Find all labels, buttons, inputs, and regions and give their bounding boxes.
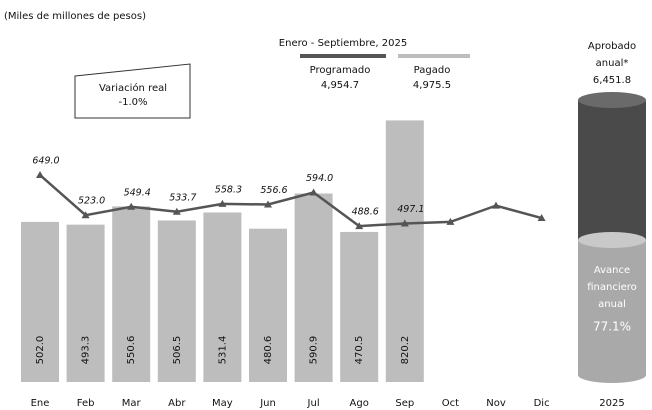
line-value-label: 533.7 (169, 192, 196, 203)
line-value-label: 649.0 (32, 156, 59, 167)
x-tick-label: Ene (31, 398, 50, 409)
line-marker (81, 211, 90, 219)
legend-title: Enero - Septiembre, 2025 (279, 38, 407, 49)
x-tick-label: Jul (307, 398, 320, 409)
line-value-label: 549.4 (124, 187, 151, 198)
cylinder-bottom (578, 367, 646, 383)
year-label: 2025 (599, 398, 624, 409)
line-marker (400, 219, 409, 227)
bar-value-label: 470.5 (354, 336, 365, 365)
bar (112, 206, 151, 382)
x-tick-label: Sep (395, 398, 414, 409)
line-marker (172, 207, 181, 215)
line-marker (355, 222, 364, 230)
approved-label: anual* (596, 58, 629, 69)
line-value-label: 558.3 (215, 184, 242, 195)
line-marker (537, 214, 546, 222)
line-value-label: 488.6 (352, 207, 379, 218)
x-tick-label: Feb (77, 398, 95, 409)
bar (294, 193, 333, 382)
legend-label: Pagado (414, 65, 451, 76)
cylinder (578, 92, 646, 383)
line-value-label: 523.0 (78, 196, 105, 207)
progress-label: Avance (594, 265, 630, 276)
line-marker (218, 199, 227, 207)
line-marker (36, 171, 44, 179)
bar-value-label: 550.6 (126, 336, 137, 365)
bar-value-label: 493.3 (81, 336, 92, 365)
bar-value-label: 590.9 (309, 336, 320, 365)
progress-value: 77.1% (593, 320, 631, 334)
bar-value-label: 502.0 (35, 336, 46, 365)
bar-value-label: 820.2 (400, 336, 411, 365)
bar (157, 220, 196, 382)
bar (385, 120, 424, 383)
annotation-title: Variación real (99, 82, 167, 94)
legend-total: 4,975.5 (413, 80, 451, 91)
x-tick-label: Oct (442, 398, 459, 409)
line-marker (309, 188, 318, 196)
line-value-label: 594.0 (306, 173, 333, 184)
line-marker (446, 217, 455, 225)
progress-label: anual (598, 299, 626, 310)
x-tick-label: Jun (259, 398, 276, 409)
x-tick-label: Abr (168, 398, 186, 409)
x-tick-label: Mar (122, 398, 142, 409)
cylinder-divider (578, 232, 646, 248)
bar-value-label: 480.6 (263, 336, 274, 365)
line-value-label: 556.6 (260, 185, 287, 196)
cylinder-top-part (578, 100, 646, 240)
line-marker (264, 200, 272, 208)
line-marker (492, 201, 500, 209)
bar-value-label: 531.4 (217, 336, 228, 365)
legend-total: 4,954.7 (321, 80, 359, 91)
bar (21, 221, 59, 382)
x-tick-label: Dic (534, 398, 550, 409)
line (39, 174, 542, 228)
line-marker (127, 202, 136, 210)
x-tick-label: Ago (350, 398, 369, 409)
cylinder-lid (578, 92, 646, 108)
annotation-value: -1.0% (118, 97, 147, 108)
x-tick-label: Nov (486, 398, 506, 409)
annotation-box (74, 63, 191, 119)
subtitle: (Miles de millones de pesos) (4, 11, 146, 22)
bar (66, 224, 105, 382)
x-tick-label: May (212, 398, 233, 409)
line-value-label: 497.1 (397, 204, 424, 215)
approved-label: Aprobado (588, 41, 636, 52)
approved-value: 6,451.8 (593, 75, 631, 86)
progress-label: financiero (587, 282, 637, 293)
bar (249, 228, 287, 382)
legend-label: Programado (310, 65, 371, 76)
bar (340, 231, 379, 382)
bar-value-label: 506.5 (172, 336, 183, 365)
bar (203, 212, 242, 382)
